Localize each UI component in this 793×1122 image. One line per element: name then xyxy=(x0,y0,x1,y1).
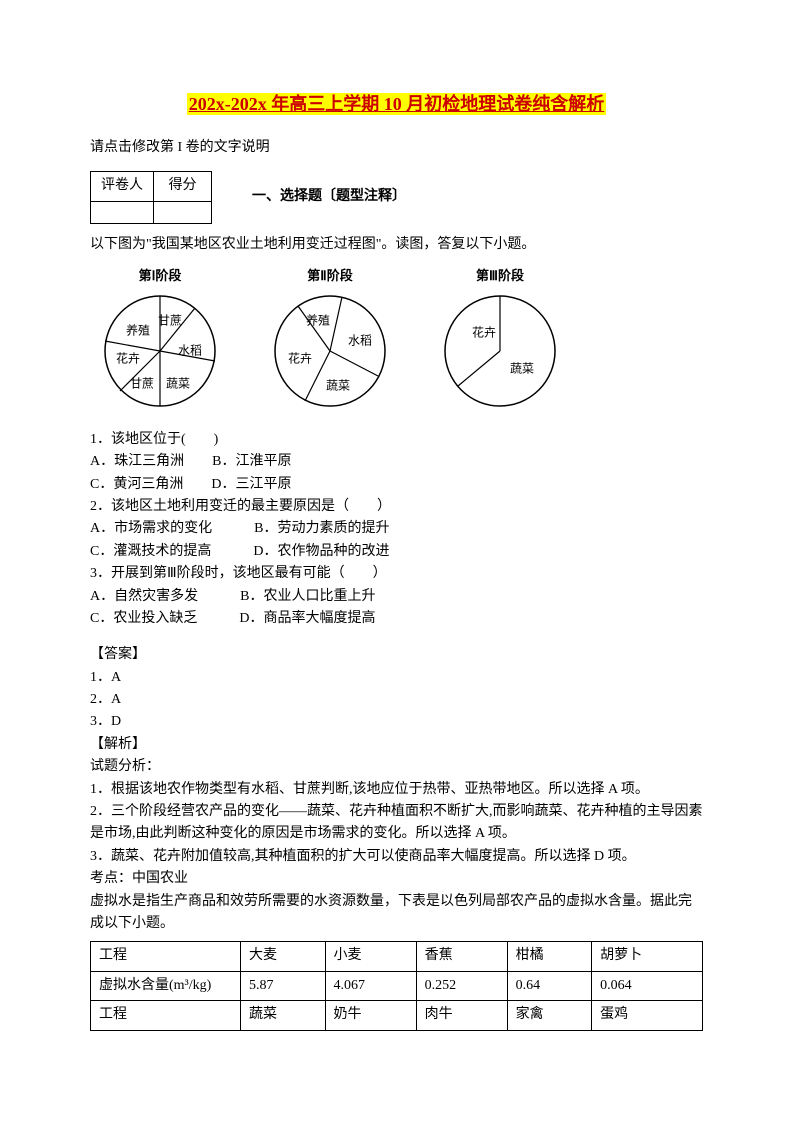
pie-3-chart: 花卉 蔬菜 xyxy=(440,291,560,411)
intro-text: 请点击修改第 I 卷的文字说明 xyxy=(90,137,703,159)
question-3-opts-a: A．自然灾害多发 B．农业人口比重上升 xyxy=(90,586,703,608)
pie3-slice-2: 蔬菜 xyxy=(510,359,534,378)
cell: 0.252 xyxy=(416,971,507,1000)
question-2: 2．该地区土地利用变迁的最主要原因是（ ） xyxy=(90,496,703,518)
page-title: 202x-202x 年高三上学期 10 月初检地理试卷纯含解析 xyxy=(90,90,703,119)
score-cell-1 xyxy=(91,201,154,223)
figure-intro: 以下图为"我国某地区农业土地利用变迁过程图"。读图，答复以下小题。 xyxy=(90,234,703,256)
cell: 奶牛 xyxy=(325,1001,416,1030)
question-3-opts-b: C．农业投入缺乏 D．商品率大幅度提高 xyxy=(90,608,703,630)
title-text: 202x-202x 年高三上学期 10 月初检地理试卷纯含解析 xyxy=(187,93,607,115)
cell: 香蕉 xyxy=(416,942,507,971)
question-3: 3．开展到第Ⅲ阶段时，该地区最有可能（ ） xyxy=(90,563,703,585)
pie-group-2: 第Ⅱ阶段 养殖 水稻 蔬菜 花卉 xyxy=(270,266,390,411)
question-1-opts-a: A．珠江三角洲 B．江淮平原 xyxy=(90,451,703,473)
cell: 大麦 xyxy=(241,942,326,971)
pie2-slice-4: 花卉 xyxy=(288,349,312,368)
pie-2-chart: 养殖 水稻 蔬菜 花卉 xyxy=(270,291,390,411)
pie-group-3: 第Ⅲ阶段 花卉 蔬菜 xyxy=(440,266,560,411)
score-section: 评卷人 得分 一、选择题〔题型注释〕 xyxy=(90,171,703,223)
cell: 胡萝卜 xyxy=(592,942,703,971)
score-header-2: 得分 xyxy=(154,172,212,201)
cell: 5.87 xyxy=(241,971,326,1000)
explanation-1: 1．根据该地农作物类型有水稻、甘蔗判断,该地应位于热带、亚热带地区。所以选择 A… xyxy=(90,779,703,801)
answer-3: 3．D xyxy=(90,711,703,733)
answer-2: 2．A xyxy=(90,689,703,711)
pie1-slice-6: 花卉 xyxy=(116,349,140,368)
question-2-opts-b: C．灌溉技术的提高 D．农作物品种的改进 xyxy=(90,541,703,563)
cell: 蛋鸡 xyxy=(592,1001,703,1030)
answers-heading: 【答案】 xyxy=(90,644,703,666)
pie-1-label: 第Ⅰ阶段 xyxy=(100,266,220,287)
answer-1: 1．A xyxy=(90,667,703,689)
pie-2-label: 第Ⅱ阶段 xyxy=(270,266,390,287)
cell: 0.64 xyxy=(507,971,592,1000)
pie1-slice-3: 水稻 xyxy=(178,341,202,360)
question-1-opts-b: C．黄河三角洲 D．三江平原 xyxy=(90,474,703,496)
pie1-slice-5: 甘蔗 xyxy=(130,374,154,393)
cell: 工程 xyxy=(91,942,241,971)
answers-block: 【答案】 1．A 2．A 3．D 【解析】 试题分析： 1．根据该地农作物类型有… xyxy=(90,644,703,935)
table-row: 工程 蔬菜 奶牛 肉牛 家禽 蛋鸡 xyxy=(91,1001,703,1030)
explanation-sub: 试题分析： xyxy=(90,756,703,778)
explanation-3: 3．蔬菜、花卉附加值较高,其种植面积的扩大可以使商品率大幅度提高。所以选择 D … xyxy=(90,846,703,868)
score-header-1: 评卷人 xyxy=(91,172,154,201)
cell: 0.064 xyxy=(592,971,703,1000)
explanation-heading: 【解析】 xyxy=(90,734,703,756)
cell: 肉牛 xyxy=(416,1001,507,1030)
pie1-slice-2: 甘蔗 xyxy=(158,311,182,330)
table-row: 虚拟水含量(m³/kg) 5.87 4.067 0.252 0.64 0.064 xyxy=(91,971,703,1000)
table-row: 工程 大麦 小麦 香蕉 柑橘 胡萝卜 xyxy=(91,942,703,971)
pie2-slice-2: 水稻 xyxy=(348,331,372,350)
virtual-water-intro: 虚拟水是指生产商品和效劳所需要的水资源数量，下表是以色列局部农产品的虚拟水含量。… xyxy=(90,891,703,936)
explanation-2: 2．三个阶段经营农产品的变化——蔬菜、花卉种植面积不断扩大,而影响蔬菜、花卉种植… xyxy=(90,801,703,846)
pie3-slice-1: 花卉 xyxy=(472,323,496,342)
score-table: 评卷人 得分 xyxy=(90,171,212,223)
kaodian: 考点：中国农业 xyxy=(90,868,703,890)
cell: 小麦 xyxy=(325,942,416,971)
cell: 蔬菜 xyxy=(241,1001,326,1030)
pie2-slice-1: 养殖 xyxy=(306,311,330,330)
pie-3-label: 第Ⅲ阶段 xyxy=(440,266,560,287)
cell: 家禽 xyxy=(507,1001,592,1030)
question-2-opts-a: A．市场需求的变化 B．劳动力素质的提升 xyxy=(90,518,703,540)
cell: 工程 xyxy=(91,1001,241,1030)
pie-group-1: 第Ⅰ阶段 养殖 甘蔗 水稻 蔬菜 甘蔗 花卉 xyxy=(100,266,220,411)
score-cell-2 xyxy=(154,201,212,223)
pie-charts-row: 第Ⅰ阶段 养殖 甘蔗 水稻 蔬菜 甘蔗 花卉 第Ⅱ阶段 xyxy=(100,266,703,411)
cell: 柑橘 xyxy=(507,942,592,971)
cell: 4.067 xyxy=(325,971,416,1000)
pie2-slice-3: 蔬菜 xyxy=(326,376,350,395)
pie1-slice-4: 蔬菜 xyxy=(166,374,190,393)
cell: 虚拟水含量(m³/kg) xyxy=(91,971,241,1000)
virtual-water-table: 工程 大麦 小麦 香蕉 柑橘 胡萝卜 虚拟水含量(m³/kg) 5.87 4.0… xyxy=(90,941,703,1030)
pie-1-chart: 养殖 甘蔗 水稻 蔬菜 甘蔗 花卉 xyxy=(100,291,220,411)
question-1: 1．该地区位于( ) xyxy=(90,429,703,451)
pie1-slice-1: 养殖 xyxy=(126,321,150,340)
section-title: 一、选择题〔题型注释〕 xyxy=(252,186,406,208)
